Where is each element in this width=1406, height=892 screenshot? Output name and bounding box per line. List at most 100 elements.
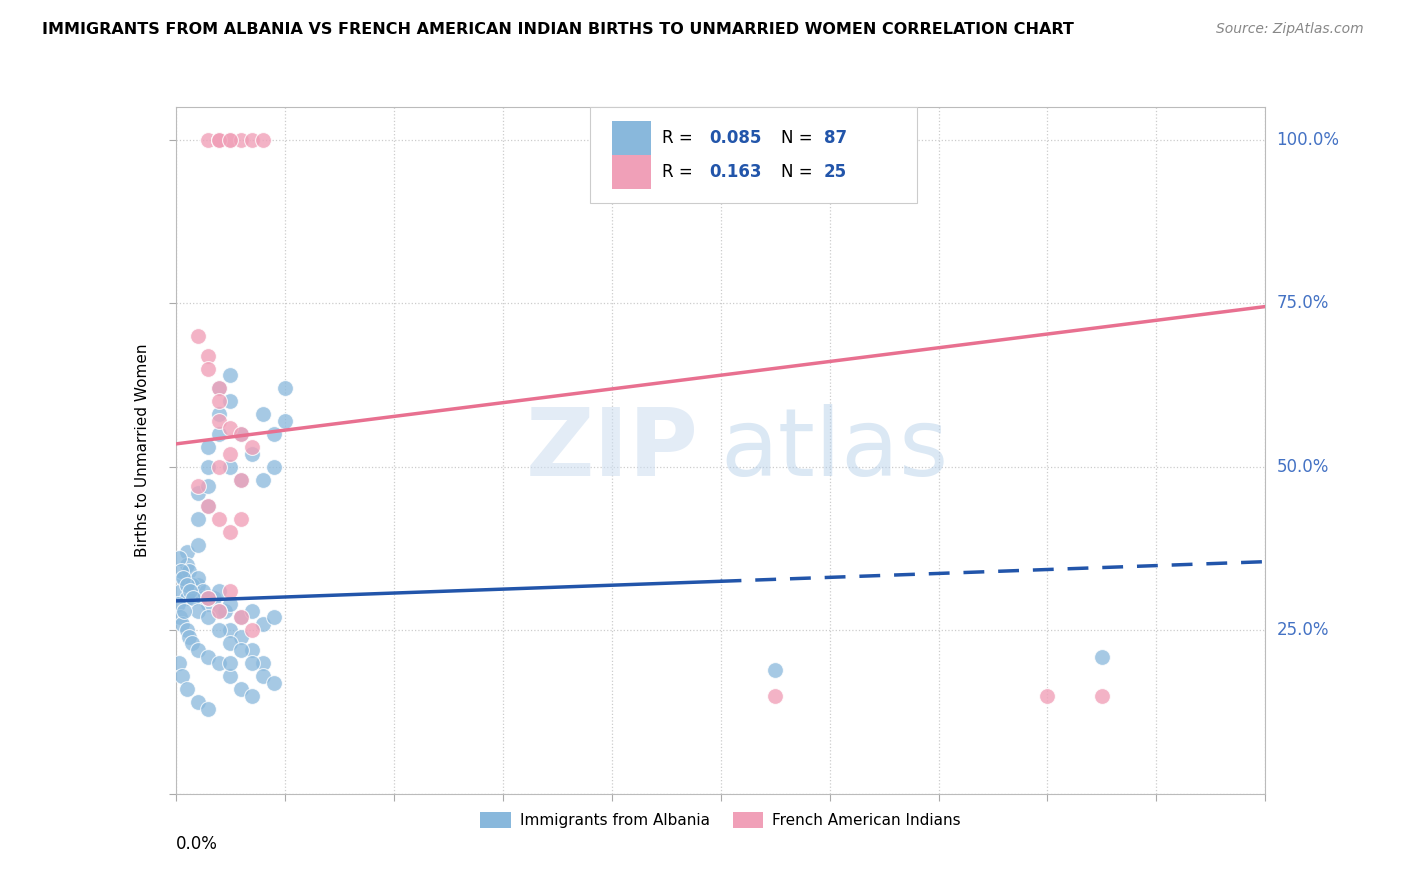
Point: [186, 512, 209, 526]
Point: [208, 408, 231, 422]
Point: [219, 525, 242, 540]
Point: [186, 604, 209, 618]
Text: N =: N =: [780, 163, 817, 181]
Point: [208, 133, 231, 147]
Text: 50.0%: 50.0%: [1277, 458, 1329, 475]
Point: [176, 545, 198, 559]
Point: [167, 656, 190, 670]
Point: [172, 669, 194, 683]
Point: [202, 591, 225, 605]
Point: [181, 591, 204, 605]
Point: [197, 361, 219, 376]
Point: [197, 597, 219, 611]
Point: [186, 329, 209, 343]
Text: 100.0%: 100.0%: [1277, 131, 1340, 149]
Point: [240, 624, 263, 638]
Point: [240, 447, 263, 461]
Point: [176, 624, 198, 638]
Point: [219, 597, 242, 611]
Point: [186, 538, 209, 552]
Point: [176, 591, 198, 605]
Point: [214, 604, 236, 618]
Point: [208, 381, 231, 395]
Text: atlas: atlas: [721, 404, 949, 497]
Point: [197, 702, 219, 716]
Point: [219, 394, 242, 409]
Point: [208, 133, 231, 147]
Point: [170, 565, 193, 579]
Point: [231, 682, 253, 697]
Y-axis label: Births to Unmarried Women: Births to Unmarried Women: [135, 343, 150, 558]
Point: [181, 636, 204, 650]
Point: [197, 610, 219, 624]
Point: [176, 577, 198, 591]
Point: [186, 571, 209, 585]
Point: [252, 133, 274, 147]
Point: [240, 689, 263, 703]
Point: [167, 597, 190, 611]
Text: Source: ZipAtlas.com: Source: ZipAtlas.com: [1216, 22, 1364, 37]
Point: [263, 459, 285, 474]
Point: [172, 571, 194, 585]
Point: [240, 133, 263, 147]
Point: [240, 604, 263, 618]
Point: [263, 610, 285, 624]
Point: [176, 558, 198, 572]
Point: [252, 408, 274, 422]
Point: [240, 440, 263, 454]
Point: [197, 459, 219, 474]
Point: [219, 420, 242, 434]
Text: IMMIGRANTS FROM ALBANIA VS FRENCH AMERICAN INDIAN BIRTHS TO UNMARRIED WOMEN CORR: IMMIGRANTS FROM ALBANIA VS FRENCH AMERIC…: [42, 22, 1074, 37]
Point: [173, 604, 195, 618]
Point: [252, 473, 274, 487]
Point: [167, 551, 190, 566]
Point: [176, 682, 198, 697]
Point: [219, 636, 242, 650]
Point: [208, 133, 231, 147]
Point: [231, 512, 253, 526]
Text: 25.0%: 25.0%: [1277, 622, 1329, 640]
Text: 0.163: 0.163: [710, 163, 762, 181]
Point: [169, 610, 191, 624]
Point: [263, 675, 285, 690]
Legend: Immigrants from Albania, French American Indians: Immigrants from Albania, French American…: [474, 806, 967, 834]
Point: [186, 577, 209, 591]
Point: [208, 624, 231, 638]
Point: [177, 630, 200, 644]
Point: [263, 427, 285, 442]
Point: [197, 591, 219, 605]
Point: [219, 368, 242, 383]
Point: [197, 499, 219, 513]
Point: [186, 479, 209, 493]
Point: [219, 624, 242, 638]
Point: [208, 381, 231, 395]
Point: [231, 643, 253, 657]
Point: [231, 610, 253, 624]
Point: [219, 133, 242, 147]
Point: [231, 133, 253, 147]
Point: [186, 695, 209, 709]
Point: [1091, 689, 1114, 703]
Text: R =: R =: [662, 129, 697, 147]
Text: 87: 87: [824, 129, 848, 147]
Point: [197, 479, 219, 493]
Point: [231, 473, 253, 487]
FancyBboxPatch shape: [612, 120, 651, 155]
FancyBboxPatch shape: [591, 107, 917, 203]
Point: [231, 427, 253, 442]
Point: [191, 591, 214, 605]
Point: [240, 656, 263, 670]
Text: 75.0%: 75.0%: [1277, 294, 1329, 312]
Point: [208, 604, 231, 618]
Point: [231, 473, 253, 487]
Text: N =: N =: [780, 129, 817, 147]
Point: [763, 663, 786, 677]
Point: [219, 447, 242, 461]
Point: [181, 584, 204, 599]
Point: [186, 486, 209, 500]
Text: 0.085: 0.085: [710, 129, 762, 147]
Point: [197, 499, 219, 513]
Point: [197, 591, 219, 605]
Point: [1036, 689, 1059, 703]
Point: [219, 133, 242, 147]
